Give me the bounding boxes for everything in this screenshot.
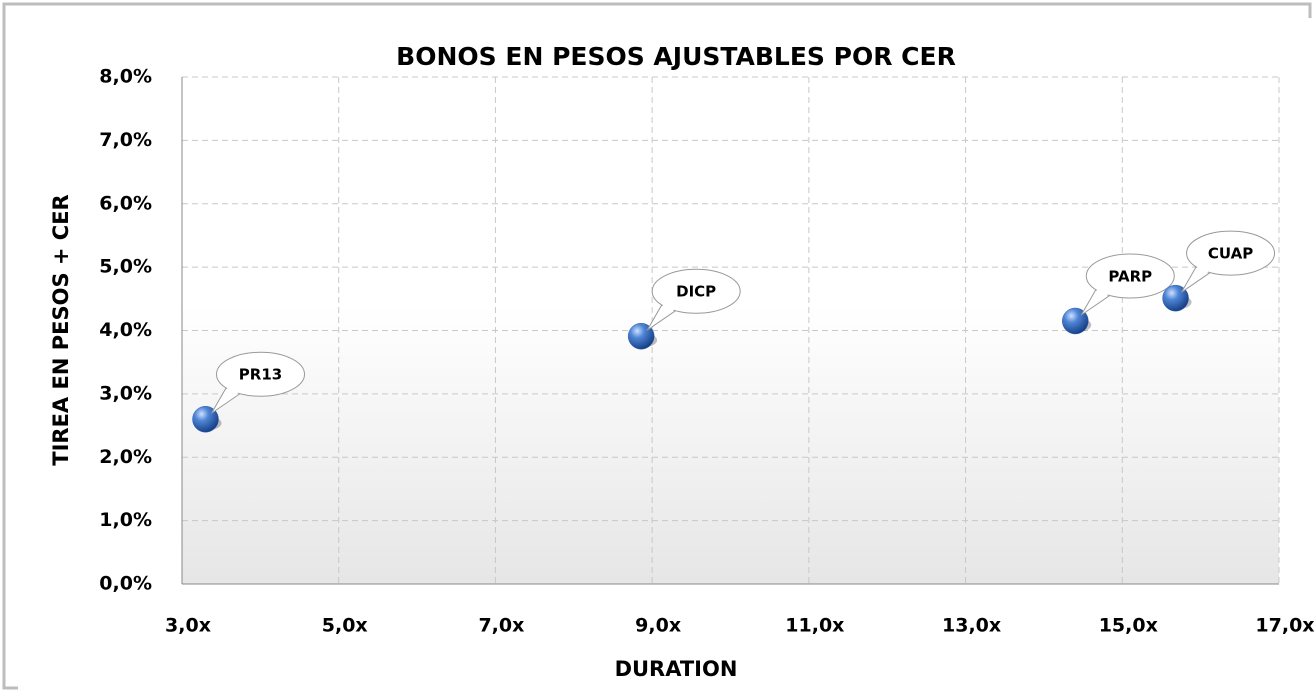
callout-joint [649,298,682,329]
y-tick-label: 6,0% [99,192,152,214]
x-axis-label: DURATION [615,657,738,681]
x-tick-label: 5,0x [322,615,368,637]
x-tick-label: 7,0x [478,615,524,637]
x-tick-label: 11,0x [785,615,844,637]
y-tick-label: 8,0% [99,66,152,88]
y-tick-label: 1,0% [99,509,152,531]
y-tick-label: 5,0% [99,256,152,278]
x-tick-label: 9,0x [635,615,681,637]
point-label: DICP [676,283,716,301]
callout-joint [1083,282,1116,313]
y-tick-label: 4,0% [99,319,152,341]
x-tick-label: 3,0x [165,615,211,637]
x-tick-label: 17,0x [1255,615,1314,637]
x-tick-label: 13,0x [942,615,1001,637]
y-tick-label: 2,0% [99,446,152,468]
callout-joint [1183,260,1216,291]
point-label: CUAP [1208,245,1253,263]
y-tick-label: 3,0% [99,382,152,404]
chart-title: BONOS EN PESOS AJUSTABLES POR CER [396,42,956,71]
callout-joint [213,381,246,412]
y-tick-label: 0,0% [99,573,152,595]
x-tick-label: 15,0x [1099,615,1158,637]
point-label: PARP [1108,267,1152,285]
point-label: PR13 [239,366,282,384]
y-tick-label: 7,0% [99,129,152,151]
y-axis-label: TIREA EN PESOS + CER [49,194,73,465]
